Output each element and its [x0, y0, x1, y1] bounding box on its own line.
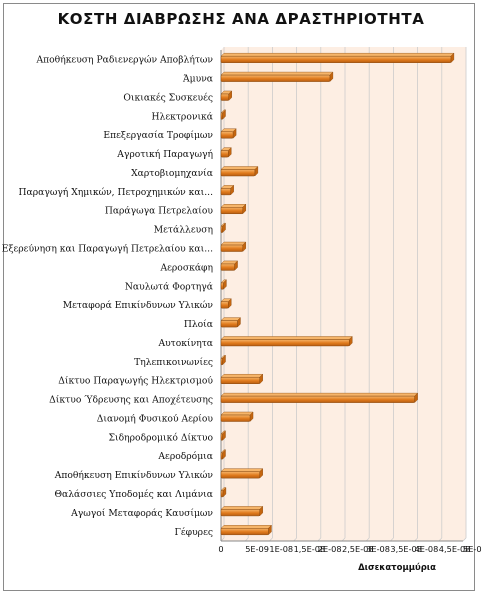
gridline-floor	[462, 537, 467, 542]
category-label: Δίκτυο Παραγωγής Ηλεκτρισμού	[58, 376, 213, 387]
x-tick-label: 1E-08	[269, 544, 293, 554]
bar	[220, 395, 415, 403]
x-tick-label: 4,5E-08	[439, 544, 471, 554]
category-label: Αεροδρόμια	[157, 451, 213, 462]
bar-top	[220, 241, 247, 246]
bar	[220, 244, 244, 252]
category-label: Δίκτυο Ύδρευσης και Αποχέτευσης	[49, 395, 213, 406]
category-label: Άμυνα	[182, 74, 213, 85]
x-tick-label: 5E-09	[245, 544, 269, 554]
x-tick-label: 1,5E-08	[294, 544, 326, 554]
bar	[220, 207, 244, 215]
x-axis-label: Δισεκατομμύρια	[358, 563, 436, 573]
bar	[220, 93, 229, 101]
bar	[220, 490, 224, 498]
category-label: Αποθήκευση Ραδιενεργών Αποβλήτων	[35, 55, 213, 66]
category-label: Χαρτοβιομηχανία	[131, 168, 213, 179]
category-label: Παραγωγή Χημικών, Πετροχημικών και...	[19, 187, 214, 198]
category-label: Παράγωγα Πετρελαίου	[105, 206, 214, 217]
category-label: Μεταφορά Επικίνδυνων Υλικών	[63, 300, 214, 311]
bar	[220, 320, 238, 328]
category-label: Σιδηροδρομικό Δίκτυο	[109, 432, 214, 443]
category-label: Διανομή Φυσικού Αερίου	[97, 413, 214, 424]
category-label: Γέφυρες	[175, 527, 213, 538]
bar-top	[220, 506, 264, 510]
x-tick-label: 4E-08	[415, 544, 439, 554]
category-label: Τηλεπικοινωνίες	[134, 357, 213, 368]
bar	[220, 131, 234, 139]
bar	[220, 471, 260, 479]
category-label: Αυτοκίνητα	[157, 338, 213, 349]
x-tick-label: 2E-08	[318, 544, 342, 554]
category-label: Ναυλωτά Φορτηγά	[125, 281, 213, 292]
bar-top	[220, 52, 455, 57]
category-label: Αποθήκευση Επικίνδυνων Υλικών	[54, 470, 214, 481]
bar-top	[220, 525, 272, 529]
category-label: Μετάλλευση	[154, 225, 213, 236]
bar	[220, 433, 223, 441]
category-label: Εξερεύνηση και Παραγωγή Πετρελαίου και..…	[2, 243, 213, 254]
category-label: Πλοία	[184, 319, 213, 330]
bar	[220, 509, 260, 517]
category-label: Θαλάσσιες Υποδομές και Λιμάνια	[54, 489, 213, 500]
bar	[220, 301, 229, 309]
bar	[220, 452, 223, 460]
bar	[220, 358, 223, 366]
bar	[220, 112, 223, 120]
x-tick-label: 0	[218, 544, 223, 554]
plot-wall	[221, 50, 463, 541]
bar-top	[220, 411, 254, 416]
category-label: Αγωγοί Μεταφοράς Καυσίμων	[70, 508, 213, 519]
bar	[220, 282, 224, 290]
bar-top	[220, 374, 264, 378]
bar	[220, 225, 223, 233]
bar	[220, 74, 331, 82]
bar	[220, 376, 260, 384]
category-label: Αεροσκάφη	[160, 262, 213, 273]
category-label: Αγροτική Παραγωγή	[116, 149, 213, 160]
category-label: Ηλεκτρονικά	[152, 111, 214, 122]
bar-top	[220, 336, 353, 340]
x-tick-label: 2,5E-08	[342, 544, 374, 554]
chart-title: ΚΟΣΤΗ ΔΙΑΒΡΩΣΗΣ ΑΝΑ ΔΡΑΣΤΗΡΙΟΤΗΤΑ	[57, 10, 425, 28]
x-tick-label: 3,5E-08	[390, 544, 422, 554]
category-label: Επεξεργασία Τροφίμων	[103, 130, 213, 141]
bar-top	[220, 204, 247, 208]
x-tick-label: 5E-08	[463, 544, 482, 554]
bar-top	[220, 392, 419, 397]
bar	[220, 188, 231, 196]
bar	[220, 528, 269, 536]
bar	[220, 169, 256, 177]
bar-top	[220, 317, 241, 321]
bar	[220, 414, 251, 422]
bar	[220, 263, 235, 271]
category-label: Οικιακές Συσκευές	[123, 92, 213, 103]
bar	[220, 339, 350, 347]
bar-top	[220, 166, 259, 170]
bar-top	[220, 468, 264, 472]
bar	[220, 55, 452, 63]
x-tick-label: 3E-08	[366, 544, 390, 554]
bar	[220, 150, 229, 158]
bar-top	[220, 71, 334, 76]
